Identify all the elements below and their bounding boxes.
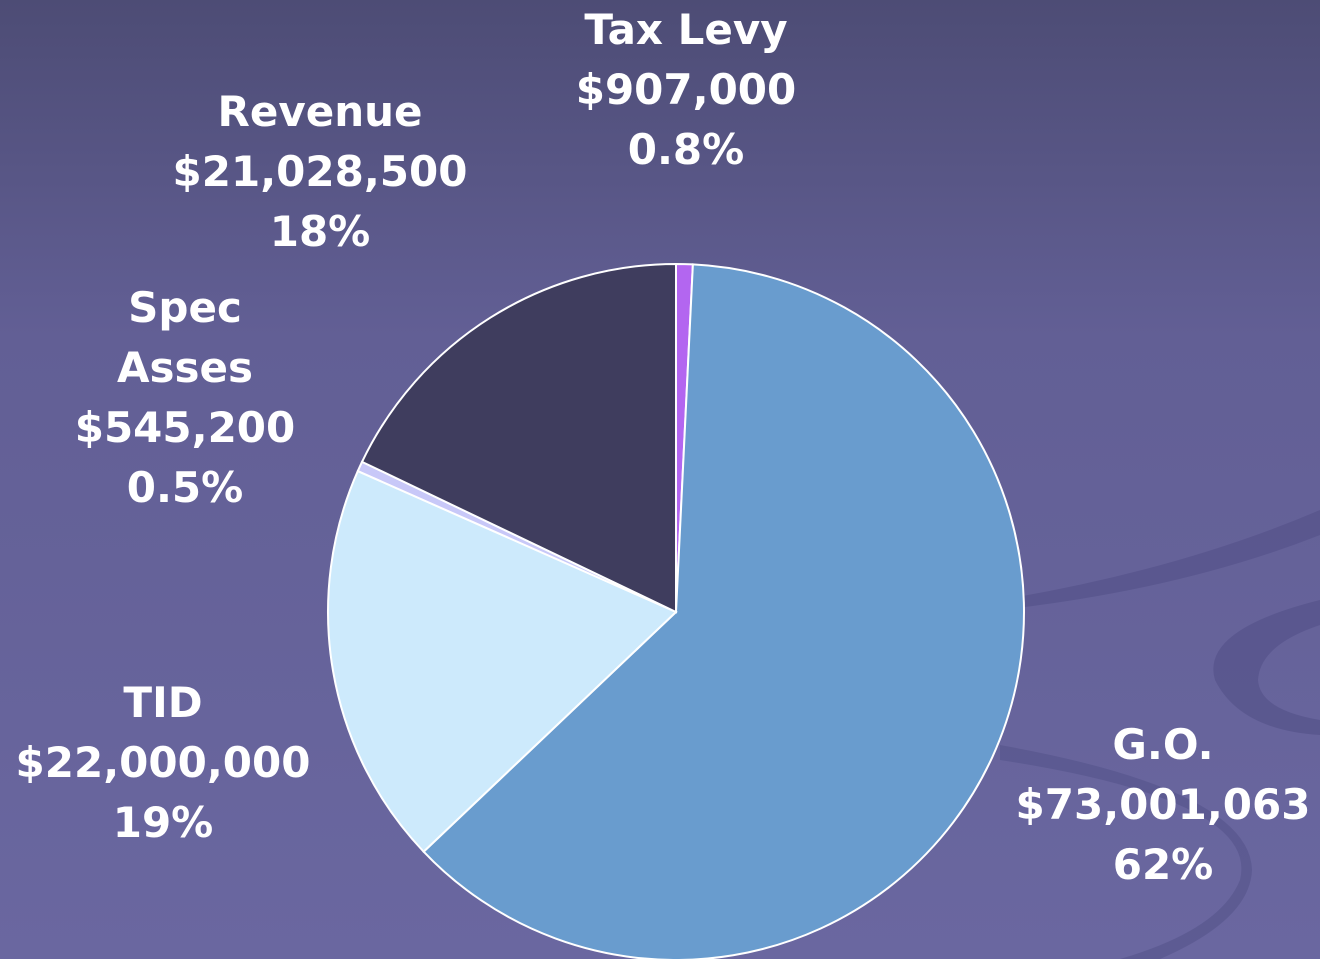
pie-slice	[422, 263, 1025, 959]
percent-label: 62%	[1112, 840, 1214, 889]
pie	[327, 262, 1025, 959]
value-label: $73,001,063	[1015, 780, 1311, 829]
pie-slice	[327, 469, 678, 854]
value-label: $545,200	[74, 403, 296, 452]
decor-swoosh	[1000, 510, 1320, 610]
decor-swoosh	[1213, 600, 1320, 735]
percent-label: 0.5%	[126, 463, 244, 512]
value-label: $907,000	[575, 65, 797, 114]
percent-label: 18%	[269, 207, 371, 256]
slice-name: TID	[123, 678, 203, 727]
percent-label: 19%	[112, 798, 214, 847]
percent-label: 0.8%	[627, 125, 745, 174]
slice-name: Revenue	[217, 87, 423, 136]
slice-name: Spec Asses	[117, 283, 253, 392]
value-label: $22,000,000	[15, 738, 311, 787]
pie-slice	[360, 262, 677, 614]
value-label: $21,028,500	[172, 147, 468, 196]
slice-name: Tax Levy	[584, 5, 788, 54]
slice-name: G.O.	[1112, 720, 1214, 769]
